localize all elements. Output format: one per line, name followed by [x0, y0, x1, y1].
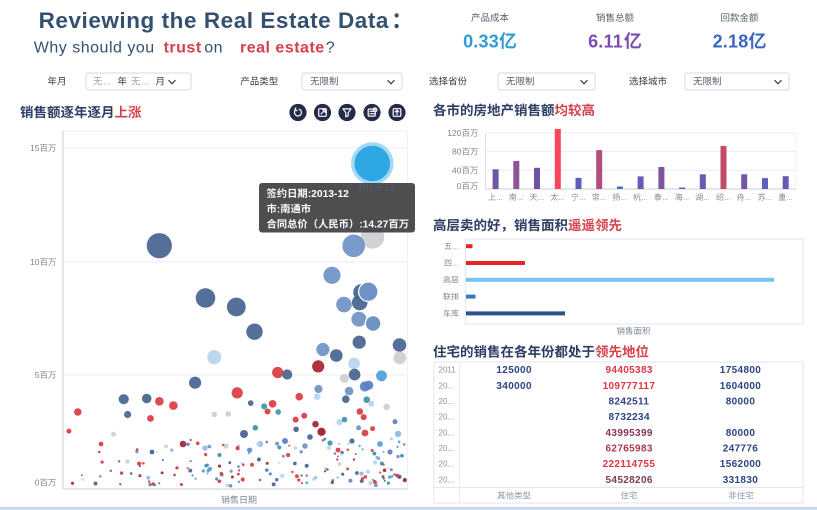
svg-text::: : — [277, 204, 280, 215]
svg-text:5: 5 — [35, 370, 40, 380]
svg-text:80: 80 — [452, 147, 462, 157]
svg-text:20...: 20... — [439, 460, 455, 469]
svg-text:1604000: 1604000 — [720, 381, 761, 392]
svg-text:?: ? — [326, 40, 335, 57]
svg-text:...: ... — [683, 193, 689, 202]
svg-text:...: ... — [704, 193, 710, 202]
svg-text:247776: 247776 — [723, 444, 759, 455]
svg-text:...: ... — [766, 193, 772, 202]
svg-text:20...: 20... — [439, 475, 455, 484]
svg-text:15: 15 — [30, 143, 40, 153]
svg-text:2.18: 2.18 — [713, 31, 749, 51]
svg-text:Why should you: Why should you — [34, 40, 155, 57]
svg-text:20...: 20... — [439, 428, 455, 437]
svg-text:1754800: 1754800 — [720, 365, 761, 376]
svg-text:94405383: 94405383 — [606, 365, 653, 376]
svg-text:...: ... — [745, 193, 751, 202]
svg-text:20...: 20... — [439, 381, 455, 390]
svg-text:...: ... — [579, 193, 585, 202]
svg-text:20...: 20... — [439, 413, 455, 422]
svg-text:...: ... — [517, 193, 523, 202]
svg-text::2013-12: :2013-12 — [308, 189, 349, 200]
svg-text:0: 0 — [457, 181, 462, 191]
svg-text:...: ... — [600, 193, 606, 202]
svg-text:109777117: 109777117 — [603, 381, 656, 392]
svg-text:...: ... — [559, 193, 565, 202]
svg-text:20...: 20... — [439, 444, 455, 453]
svg-text:62765983: 62765983 — [606, 444, 653, 455]
svg-text:...: ... — [453, 244, 459, 251]
svg-text:331830: 331830 — [723, 475, 759, 486]
svg-text:0: 0 — [35, 478, 40, 488]
svg-text:222114755: 222114755 — [603, 459, 656, 470]
svg-text:...: ... — [453, 261, 459, 268]
svg-text:54528206: 54528206 — [606, 475, 653, 486]
svg-text:...: ... — [641, 193, 647, 202]
svg-text:2011: 2011 — [439, 366, 457, 375]
svg-text:6.11: 6.11 — [588, 31, 623, 51]
svg-text:80000: 80000 — [726, 428, 756, 439]
svg-text:...: ... — [787, 193, 793, 202]
svg-text:...: ... — [662, 193, 668, 202]
svg-text:125000: 125000 — [496, 365, 532, 376]
svg-text:0.33: 0.33 — [463, 31, 499, 51]
svg-text:...: ... — [496, 193, 502, 202]
svg-text:340000: 340000 — [496, 381, 532, 392]
svg-text:20...: 20... — [439, 397, 455, 406]
svg-text:...: ... — [621, 193, 627, 202]
svg-text:...: ... — [103, 77, 111, 88]
svg-text:...: ... — [538, 193, 544, 202]
svg-text:80000: 80000 — [726, 396, 756, 407]
svg-text:2013-12: 2013-12 — [357, 182, 396, 194]
svg-text:8732234: 8732234 — [609, 412, 650, 423]
svg-text:Reviewing the Real Estate Data: Reviewing the Real Estate Data — [39, 8, 389, 33]
svg-text:...: ... — [141, 77, 149, 88]
svg-text:trust: trust — [164, 40, 202, 57]
svg-text:8242511: 8242511 — [609, 396, 650, 407]
svg-text:...: ... — [724, 193, 730, 202]
svg-text::14.27: :14.27 — [359, 220, 388, 231]
svg-text:120: 120 — [447, 128, 461, 138]
svg-text:1562000: 1562000 — [720, 459, 761, 470]
svg-text:10: 10 — [30, 257, 40, 267]
svg-text:40: 40 — [452, 165, 462, 175]
svg-text:on: on — [204, 40, 223, 57]
svg-text:43995399: 43995399 — [606, 428, 653, 439]
svg-text:real estate: real estate — [240, 40, 325, 57]
